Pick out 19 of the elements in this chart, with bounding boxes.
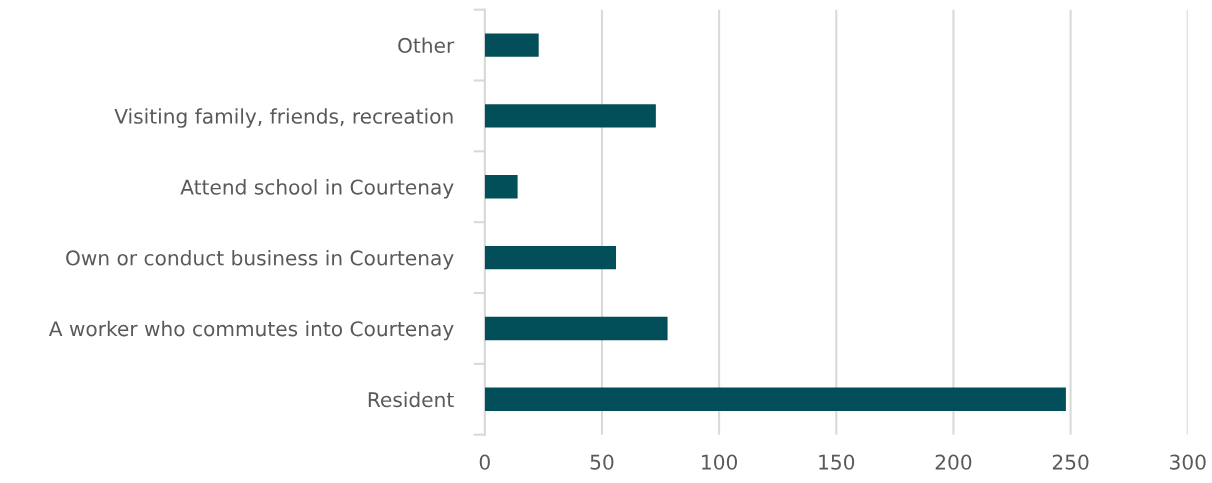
bar — [484, 175, 518, 199]
bar — [484, 104, 656, 128]
x-tick-label: 0 — [479, 454, 490, 470]
x-tick-label: 300 — [1170, 454, 1206, 470]
y-tick-label: Visiting family, friends, recreation — [114, 108, 453, 128]
bar — [484, 245, 617, 270]
y-tick-label: Other — [398, 37, 455, 54]
bar — [484, 33, 539, 57]
x-tick-label: 150 — [819, 454, 855, 470]
y-tick-label: Attend school in Courtenay — [180, 179, 454, 199]
bar — [484, 316, 668, 341]
bar — [484, 387, 1066, 411]
x-tick-label: 100 — [702, 454, 737, 470]
x-tick-label: 250 — [1052, 454, 1089, 470]
x-tick-label: 200 — [935, 454, 972, 470]
y-tick-label: Resident — [368, 391, 454, 408]
x-tick-label: 50 — [590, 454, 614, 470]
y-tick-label: Own or conduct business in Courtenay — [66, 249, 454, 270]
y-tick-label: A worker who commutes into Courtenay — [48, 320, 454, 341]
